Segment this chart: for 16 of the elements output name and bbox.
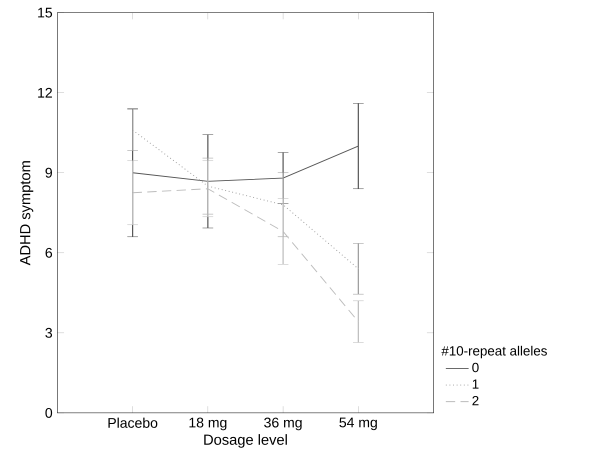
x-tick-label: 36 mg <box>264 418 302 430</box>
x-tick-label: Placebo <box>108 417 158 428</box>
legend-title: #10-repeat alleles <box>441 346 547 358</box>
y-tick-label: 9 <box>46 168 52 178</box>
y-axis-title: ADHD symptom <box>20 161 34 266</box>
y-tick-label: 15 <box>38 8 52 18</box>
y-tick-label: 6 <box>46 248 52 258</box>
x-tick-label: 18 mg <box>189 418 226 430</box>
legend-label: 2 <box>472 396 478 406</box>
y-tick-label: 0 <box>45 408 52 418</box>
x-axis-title: Dosage level <box>204 434 287 448</box>
legend-label: 1 <box>472 379 479 389</box>
y-tick-label: 12 <box>38 88 52 98</box>
y-tick-label: 3 <box>45 328 52 338</box>
legend-label: 0 <box>472 362 479 372</box>
x-tick-label: 54 mg <box>339 418 377 430</box>
